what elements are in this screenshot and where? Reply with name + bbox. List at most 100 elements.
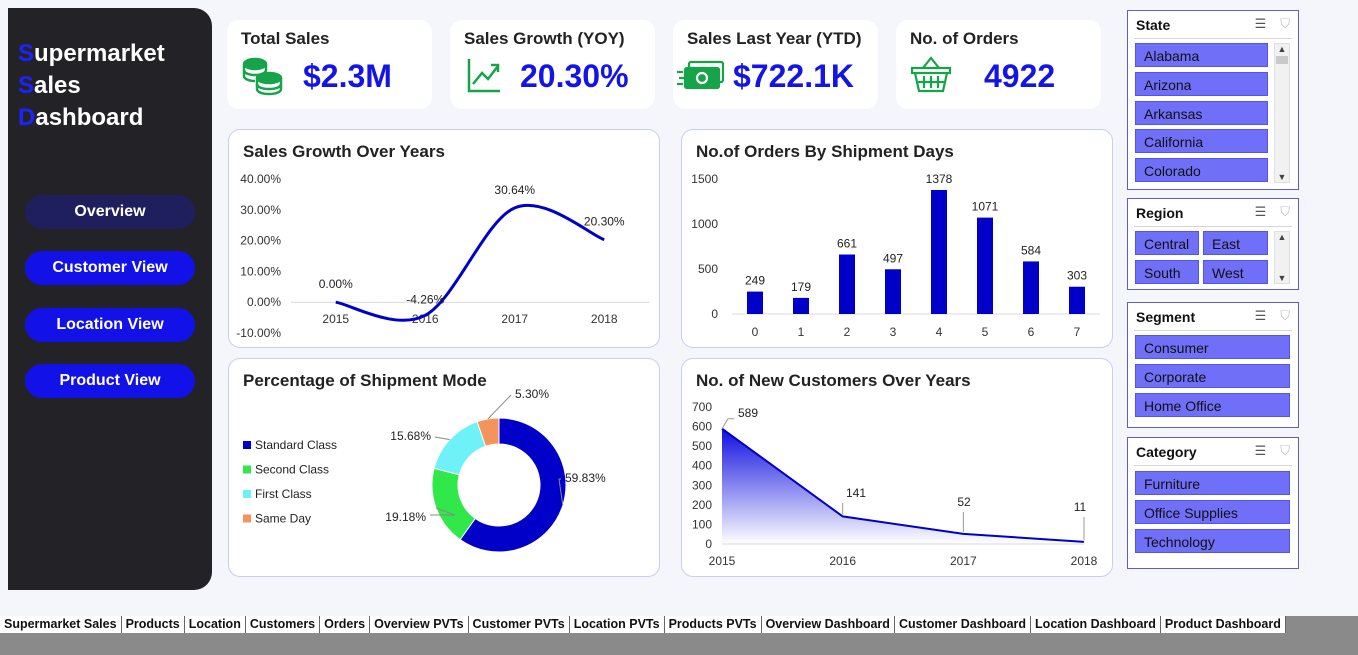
slicer-item-home-office[interactable]: Home Office bbox=[1135, 393, 1290, 417]
slicer-title: State bbox=[1136, 17, 1171, 33]
y-tick-label: 0 bbox=[711, 307, 718, 321]
slicer-item-arkansas[interactable]: Arkansas bbox=[1135, 101, 1268, 125]
y-tick-label: 700 bbox=[692, 400, 712, 414]
kpi-sales-growth: Sales Growth (YOY) 20.30% bbox=[450, 20, 655, 109]
slicer-title: Category bbox=[1136, 444, 1197, 460]
sheet-tab[interactable]: Customer Dashboard bbox=[895, 616, 1032, 633]
slicer-title: Region bbox=[1136, 205, 1184, 221]
nav-overview-button[interactable]: Overview bbox=[25, 195, 195, 229]
slicer-item-consumer[interactable]: Consumer bbox=[1135, 335, 1290, 359]
bar bbox=[931, 189, 947, 314]
x-tick-label: 6 bbox=[1028, 325, 1035, 339]
sheet-tab[interactable]: Products bbox=[122, 616, 185, 633]
chart-title: Sales Growth Over Years bbox=[243, 142, 445, 161]
chart-title: Percentage of Shipment Mode bbox=[243, 371, 487, 390]
bar bbox=[1069, 286, 1085, 314]
nav-location-view-button[interactable]: Location View bbox=[25, 308, 195, 342]
x-tick-label: 1 bbox=[798, 325, 805, 339]
sheet-tab[interactable]: Products PVTs bbox=[665, 616, 762, 633]
sheet-tab[interactable]: Location PVTs bbox=[570, 616, 665, 633]
data-label: 30.64% bbox=[494, 183, 535, 197]
bar-value-label: 303 bbox=[1067, 269, 1087, 283]
sheet-tab[interactable]: Supermarket Sales bbox=[0, 616, 122, 633]
state-slicer: State ☰ ⛉ Alabama Arizona Arkansas Calif… bbox=[1127, 10, 1299, 190]
legend-swatch bbox=[243, 441, 251, 449]
orders-bar-plot: 1500 1000 500 0 249 0 179 1 661 2 497 3 1378 4 1071 5 58… bbox=[691, 172, 1100, 339]
y-tick-label: 0 bbox=[705, 537, 712, 551]
multi-select-icon[interactable]: ☰ bbox=[1254, 308, 1267, 323]
slicer-title: Segment bbox=[1136, 309, 1196, 325]
slicer-item-furniture[interactable]: Furniture bbox=[1135, 471, 1290, 495]
sheet-tab[interactable]: Orders bbox=[320, 616, 371, 633]
basket-icon bbox=[910, 56, 952, 93]
multi-select-icon[interactable]: ☰ bbox=[1254, 204, 1267, 219]
donut-slice bbox=[476, 417, 500, 447]
x-tick-label: 2018 bbox=[1071, 554, 1098, 568]
scroll-thumb[interactable] bbox=[1276, 56, 1288, 64]
x-tick-label: 2 bbox=[844, 325, 851, 339]
multi-select-icon[interactable]: ☰ bbox=[1254, 16, 1267, 31]
sales-growth-plot: 40.00% 30.00% 20.00% 10.00% 0.00% -10.00% 2015… bbox=[236, 172, 649, 340]
sheet-tab[interactable]: Customer PVTs bbox=[469, 616, 570, 633]
kpi-total-sales: Total Sales $2.3M bbox=[227, 20, 432, 109]
clear-filter-icon[interactable]: ⛉ bbox=[1280, 16, 1290, 31]
scroll-up-icon[interactable]: ▲ bbox=[1277, 44, 1287, 54]
clear-filter-icon[interactable]: ⛉ bbox=[1280, 308, 1290, 323]
slicer-item-south[interactable]: South bbox=[1135, 260, 1199, 284]
kpi-orders: No. of Orders 4922 bbox=[896, 20, 1101, 109]
dashboard-title: Supermarket Sales Dashboard bbox=[18, 38, 165, 134]
slicer-item-corporate[interactable]: Corporate bbox=[1135, 364, 1290, 388]
y-tick-label: 0.00% bbox=[247, 295, 281, 309]
series-line bbox=[335, 204, 605, 322]
state-scrollbar[interactable]: ▲ ▼ bbox=[1274, 43, 1290, 183]
title-word: upermarket bbox=[34, 40, 165, 67]
slicer-item-west[interactable]: West bbox=[1203, 260, 1268, 284]
slice-label: 5.30% bbox=[515, 387, 549, 401]
slicer-item-central[interactable]: Central bbox=[1135, 231, 1199, 255]
scroll-down-icon[interactable]: ▼ bbox=[1277, 273, 1287, 283]
y-tick-label: -10.00% bbox=[236, 326, 281, 340]
data-label: -4.26% bbox=[406, 292, 444, 306]
coins-icon bbox=[242, 57, 283, 96]
y-tick-label: 100 bbox=[692, 517, 712, 531]
sales-growth-chart: Sales Growth Over Years 40.00% 30.00% 20.0… bbox=[228, 129, 660, 348]
slicer-item-arizona[interactable]: Arizona bbox=[1135, 72, 1268, 96]
slicer-item-technology[interactable]: Technology bbox=[1135, 529, 1290, 553]
leader-line bbox=[487, 394, 512, 420]
slicer-item-colorado[interactable]: Colorado bbox=[1135, 158, 1268, 182]
legend-swatch bbox=[243, 490, 251, 498]
slicer-item-office-supplies[interactable]: Office Supplies bbox=[1135, 500, 1290, 524]
slicer-item-alabama[interactable]: Alabama bbox=[1135, 43, 1268, 67]
leader-line bbox=[430, 507, 456, 516]
clear-filter-icon[interactable]: ⛉ bbox=[1280, 443, 1290, 458]
new-customers-chart: No. of New Customers Over Years 700 600 50… bbox=[681, 358, 1113, 577]
clear-filter-icon[interactable]: ⛉ bbox=[1280, 204, 1290, 219]
region-scrollbar[interactable]: ▲ ▼ bbox=[1274, 231, 1290, 284]
slicer-item-california[interactable]: California bbox=[1135, 129, 1268, 153]
trend-up-icon bbox=[467, 59, 500, 93]
scroll-down-icon[interactable]: ▼ bbox=[1277, 172, 1287, 182]
scroll-up-icon[interactable]: ▲ bbox=[1277, 232, 1287, 242]
y-tick-label: 300 bbox=[692, 478, 712, 492]
leader-line bbox=[434, 436, 450, 441]
sheet-tab[interactable]: Customers bbox=[246, 616, 321, 633]
kpi-sales-last-year: Sales Last Year (YTD) $722.1K bbox=[673, 20, 878, 109]
multi-select-icon[interactable]: ☰ bbox=[1254, 443, 1267, 458]
legend-label: Standard Class bbox=[255, 438, 337, 452]
nav-product-view-button[interactable]: Product View bbox=[25, 364, 195, 398]
sheet-tab[interactable]: Overview Dashboard bbox=[762, 616, 895, 633]
title-initial: D bbox=[18, 104, 36, 131]
bar bbox=[793, 297, 809, 314]
y-tick-label: 10.00% bbox=[240, 264, 281, 278]
shipment-mode-chart: Percentage of Shipment Mode 59.83% 19.18%… bbox=[228, 358, 660, 577]
sheet-tab[interactable]: Location Dashboard bbox=[1031, 616, 1161, 633]
sheet-tab[interactable]: Overview PVTs bbox=[370, 616, 469, 633]
bar bbox=[885, 269, 901, 314]
bar bbox=[839, 254, 855, 314]
sheet-tab[interactable]: Product Dashboard bbox=[1161, 616, 1286, 633]
bar bbox=[747, 291, 763, 314]
slicer-item-east[interactable]: East bbox=[1203, 231, 1268, 255]
kpi-value: $2.3M bbox=[303, 58, 392, 94]
sheet-tab[interactable]: Location bbox=[185, 616, 246, 633]
nav-customer-view-button[interactable]: Customer View bbox=[25, 251, 195, 285]
